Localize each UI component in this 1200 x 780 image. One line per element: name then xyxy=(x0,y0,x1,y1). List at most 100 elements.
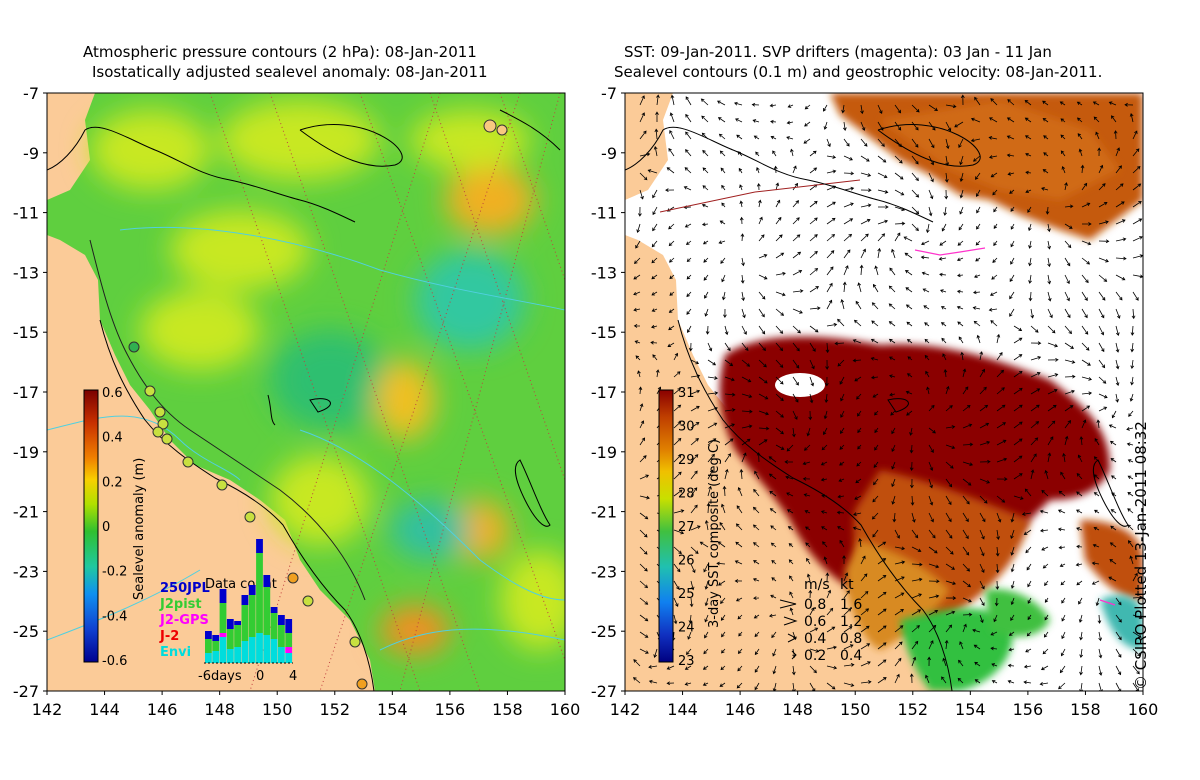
velocity-arrow xyxy=(1109,542,1117,548)
velocity-arrow xyxy=(775,234,783,242)
left-xtick-label: 154 xyxy=(377,700,408,719)
velocity-arrow xyxy=(959,155,964,166)
velocity-arrow xyxy=(1098,257,1109,263)
velocity-arrow xyxy=(639,455,647,463)
velocity-arrow xyxy=(634,340,641,344)
velocity-arrow xyxy=(734,579,743,583)
velocity-arrow xyxy=(673,489,683,497)
velocity-arrow xyxy=(1128,410,1134,417)
velocity-arrow xyxy=(1010,546,1015,556)
velocity-arrow xyxy=(870,356,879,361)
velocity-arrow xyxy=(894,592,905,599)
velocity-arrow xyxy=(945,121,952,132)
velocity-arrow xyxy=(928,512,934,523)
velocity-arrow xyxy=(1009,308,1015,317)
velocity-arrow xyxy=(877,591,887,599)
velocity-arrow xyxy=(975,172,981,180)
velocity-arrow xyxy=(651,291,658,296)
velocity-arrow xyxy=(775,199,781,208)
velocity-arrow xyxy=(650,324,658,329)
velocity-key-ms: 0.6 xyxy=(804,614,826,630)
velocity-arrow xyxy=(686,257,692,263)
velocity-arrow xyxy=(719,682,726,687)
velocity-arrow xyxy=(809,250,818,259)
velocity-arrow xyxy=(993,206,998,213)
velocity-arrow xyxy=(788,559,794,565)
velocity-arrow xyxy=(991,274,998,280)
inset-bar-segment xyxy=(270,613,278,639)
velocity-arrow xyxy=(792,308,803,314)
velocity-arrow xyxy=(685,96,692,106)
velocity-arrow xyxy=(1025,546,1032,554)
velocity-arrow xyxy=(809,393,814,404)
velocity-arrow xyxy=(941,337,947,344)
velocity-arrow xyxy=(1130,359,1135,370)
inset-bar-segment xyxy=(205,639,212,653)
velocity-arrow xyxy=(690,504,698,514)
velocity-arrow xyxy=(1129,555,1134,565)
velocity-arrow xyxy=(970,138,981,143)
velocity-arrow xyxy=(809,682,816,691)
velocity-arrow xyxy=(638,386,643,395)
velocity-arrow xyxy=(737,614,743,620)
velocity-arrow xyxy=(1030,421,1040,429)
velocity-arrow xyxy=(1023,680,1032,685)
velocity-arrow xyxy=(809,234,818,242)
left-ytick-label: -21 xyxy=(13,503,39,522)
velocity-arrow xyxy=(945,405,953,412)
velocity-arrow xyxy=(803,493,811,497)
velocity-arrow xyxy=(941,676,947,684)
velocity-arrow xyxy=(724,325,729,336)
left-xtick-label: 156 xyxy=(435,700,466,719)
velocity-arrow xyxy=(790,148,794,157)
velocity-arrow xyxy=(1064,182,1068,191)
velocity-arrow xyxy=(996,369,1005,378)
velocity-key-kt: 0.8 xyxy=(840,631,862,647)
velocity-arrow xyxy=(928,529,936,539)
velocity-arrow xyxy=(1040,528,1049,533)
velocity-arrow xyxy=(673,614,678,625)
velocity-arrow xyxy=(741,325,747,335)
velocity-arrow xyxy=(979,614,984,624)
velocity-arrow xyxy=(775,325,784,334)
velocity-arrow xyxy=(838,478,845,482)
velocity-arrow xyxy=(825,572,830,582)
velocity-arrow xyxy=(724,468,729,480)
velocity-arrow xyxy=(1008,631,1015,636)
velocity-arrow xyxy=(1021,512,1032,516)
velocity-arrow xyxy=(1047,452,1052,463)
velocity-arrow xyxy=(1010,580,1015,589)
velocity-arrow xyxy=(673,546,682,555)
velocity-arrow xyxy=(737,665,743,672)
right-colorbar-tick: 28 xyxy=(678,487,695,502)
velocity-arrow xyxy=(990,98,998,106)
velocity-arrow xyxy=(690,580,695,591)
velocity-arrow xyxy=(1042,563,1049,569)
velocity-arrow xyxy=(996,439,1007,446)
velocity-arrow xyxy=(945,580,957,586)
velocity-arrow xyxy=(741,359,751,367)
velocity-arrow xyxy=(1010,206,1015,212)
velocity-arrow xyxy=(1028,240,1032,249)
velocity-arrow xyxy=(928,189,934,200)
right-ytick-label: -15 xyxy=(591,323,617,342)
velocity-arrow xyxy=(928,594,940,599)
velocity-arrow xyxy=(962,478,972,486)
right-colorbar-tick: 26 xyxy=(678,554,695,569)
velocity-arrow xyxy=(826,626,836,633)
velocity-arrow xyxy=(704,291,709,299)
velocity-arrow xyxy=(877,642,887,650)
velocity-arrow xyxy=(668,223,675,230)
velocity-arrow xyxy=(979,386,987,395)
velocity-arrow xyxy=(791,682,796,691)
velocity-arrow xyxy=(775,444,785,450)
velocity-arrow xyxy=(736,505,743,514)
velocity-arrow xyxy=(754,470,760,480)
velocity-arrow xyxy=(647,169,658,174)
velocity-arrow xyxy=(775,410,784,418)
velocity-arrow xyxy=(956,305,964,310)
left-ytick-label: -9 xyxy=(23,144,39,163)
velocity-arrow xyxy=(962,386,969,395)
velocity-arrow xyxy=(1115,237,1127,242)
velocity-arrow xyxy=(1064,342,1075,349)
